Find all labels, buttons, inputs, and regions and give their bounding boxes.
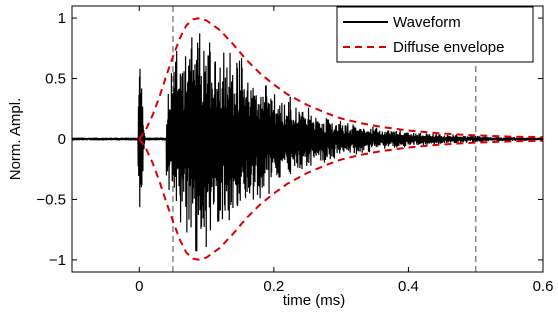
y-tick-label: −0.5 (36, 191, 66, 208)
labels-layer: time (ms) Norm. Ampl. (7, 98, 345, 309)
axes-layer: 0 0.2 0.4 0.6 −1 −0.5 0 0.5 1 (36, 5, 554, 295)
y-axis-label: Norm. Ampl. (7, 98, 24, 181)
series-waveform-line (72, 33, 543, 252)
y-tick-label: 0.5 (45, 71, 66, 88)
legend: Waveform Diffuse envelope (336, 6, 534, 63)
x-tick-label: 0.4 (398, 278, 419, 295)
series-envelope-lower (138, 138, 543, 261)
x-axis-label: time (ms) (283, 292, 346, 309)
y-tick-label: 1 (58, 10, 66, 27)
y-tick-label: −1 (49, 252, 66, 269)
legend-label-envelope: Diffuse envelope (393, 39, 504, 56)
x-tick-label: 0.2 (263, 278, 284, 295)
x-tick-label: 0 (135, 278, 143, 295)
y-tick-label: 0 (58, 131, 66, 148)
x-tick-label: 0.6 (533, 278, 554, 295)
legend-box (336, 6, 534, 63)
legend-label-waveform: Waveform (393, 14, 461, 31)
series-envelope-upper (138, 17, 543, 140)
